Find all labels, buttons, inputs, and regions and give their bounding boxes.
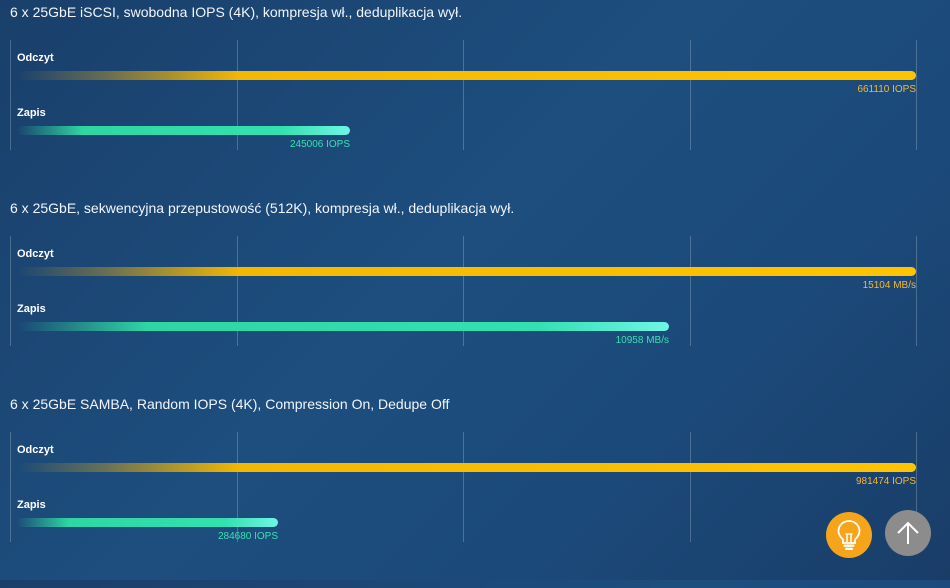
- gridline: [463, 40, 464, 150]
- gridline: [10, 236, 11, 346]
- tips-button[interactable]: [826, 512, 872, 558]
- scroll-to-top-button[interactable]: [885, 510, 931, 556]
- bar-value-label: 10958 MB/s: [615, 335, 669, 346]
- gridline: [237, 432, 238, 542]
- gridline: [690, 236, 691, 346]
- gridline: [916, 432, 917, 542]
- arrow-up-icon: [897, 521, 919, 544]
- gridline: [916, 40, 917, 150]
- gridline: [10, 432, 11, 542]
- chart-title: 6 x 25GbE iSCSI, swobodna IOPS (4K), kom…: [10, 4, 463, 20]
- bar-category-label: Odczyt: [17, 444, 54, 456]
- gridline: [237, 236, 238, 346]
- gridline: [237, 40, 238, 150]
- chart-plot-area: Odczyt 15104 MB/s Zapis 10958 MB/s: [10, 236, 917, 346]
- write-bar: [17, 126, 350, 135]
- read-bar: [17, 267, 916, 276]
- gridline: [10, 40, 11, 150]
- write-bar: [17, 518, 278, 527]
- chart-plot-area: Odczyt 981474 IOPS Zapis 284680 IOPS: [10, 432, 917, 542]
- gridline: [690, 432, 691, 542]
- bar-value-label: 15104 MB/s: [862, 280, 916, 291]
- gridline: [690, 40, 691, 150]
- bar-value-label: 661110 IOPS: [857, 84, 916, 95]
- chart-title: 6 x 25GbE SAMBA, Random IOPS (4K), Compr…: [10, 396, 450, 412]
- chart-section: 6 x 25GbE iSCSI, swobodna IOPS (4K), kom…: [0, 0, 950, 196]
- bar-category-label: Odczyt: [17, 52, 54, 64]
- gridline: [463, 236, 464, 346]
- bar-value-label: 284680 IOPS: [217, 531, 278, 542]
- bar-value-label: 981474 IOPS: [855, 476, 916, 487]
- bar-category-label: Odczyt: [17, 248, 54, 260]
- bar-category-label: Zapis: [17, 499, 46, 511]
- chart-title: 6 x 25GbE, sekwencyjna przepustowość (51…: [10, 200, 515, 216]
- bar-category-label: Zapis: [17, 303, 46, 315]
- read-bar: [17, 71, 916, 80]
- lightbulb-icon: [837, 520, 861, 550]
- bar-value-label: 245006 IOPS: [289, 139, 350, 150]
- write-bar: [17, 322, 669, 331]
- chart-section: 6 x 25GbE, sekwencyjna przepustowość (51…: [0, 196, 950, 392]
- bar-category-label: Zapis: [17, 107, 46, 119]
- read-bar: [17, 463, 916, 472]
- gridline: [916, 236, 917, 346]
- chart-section: 6 x 25GbE SAMBA, Random IOPS (4K), Compr…: [0, 392, 950, 588]
- chart-plot-area: Odczyt 661110 IOPS Zapis 245006 IOPS: [10, 40, 917, 150]
- gridline: [463, 432, 464, 542]
